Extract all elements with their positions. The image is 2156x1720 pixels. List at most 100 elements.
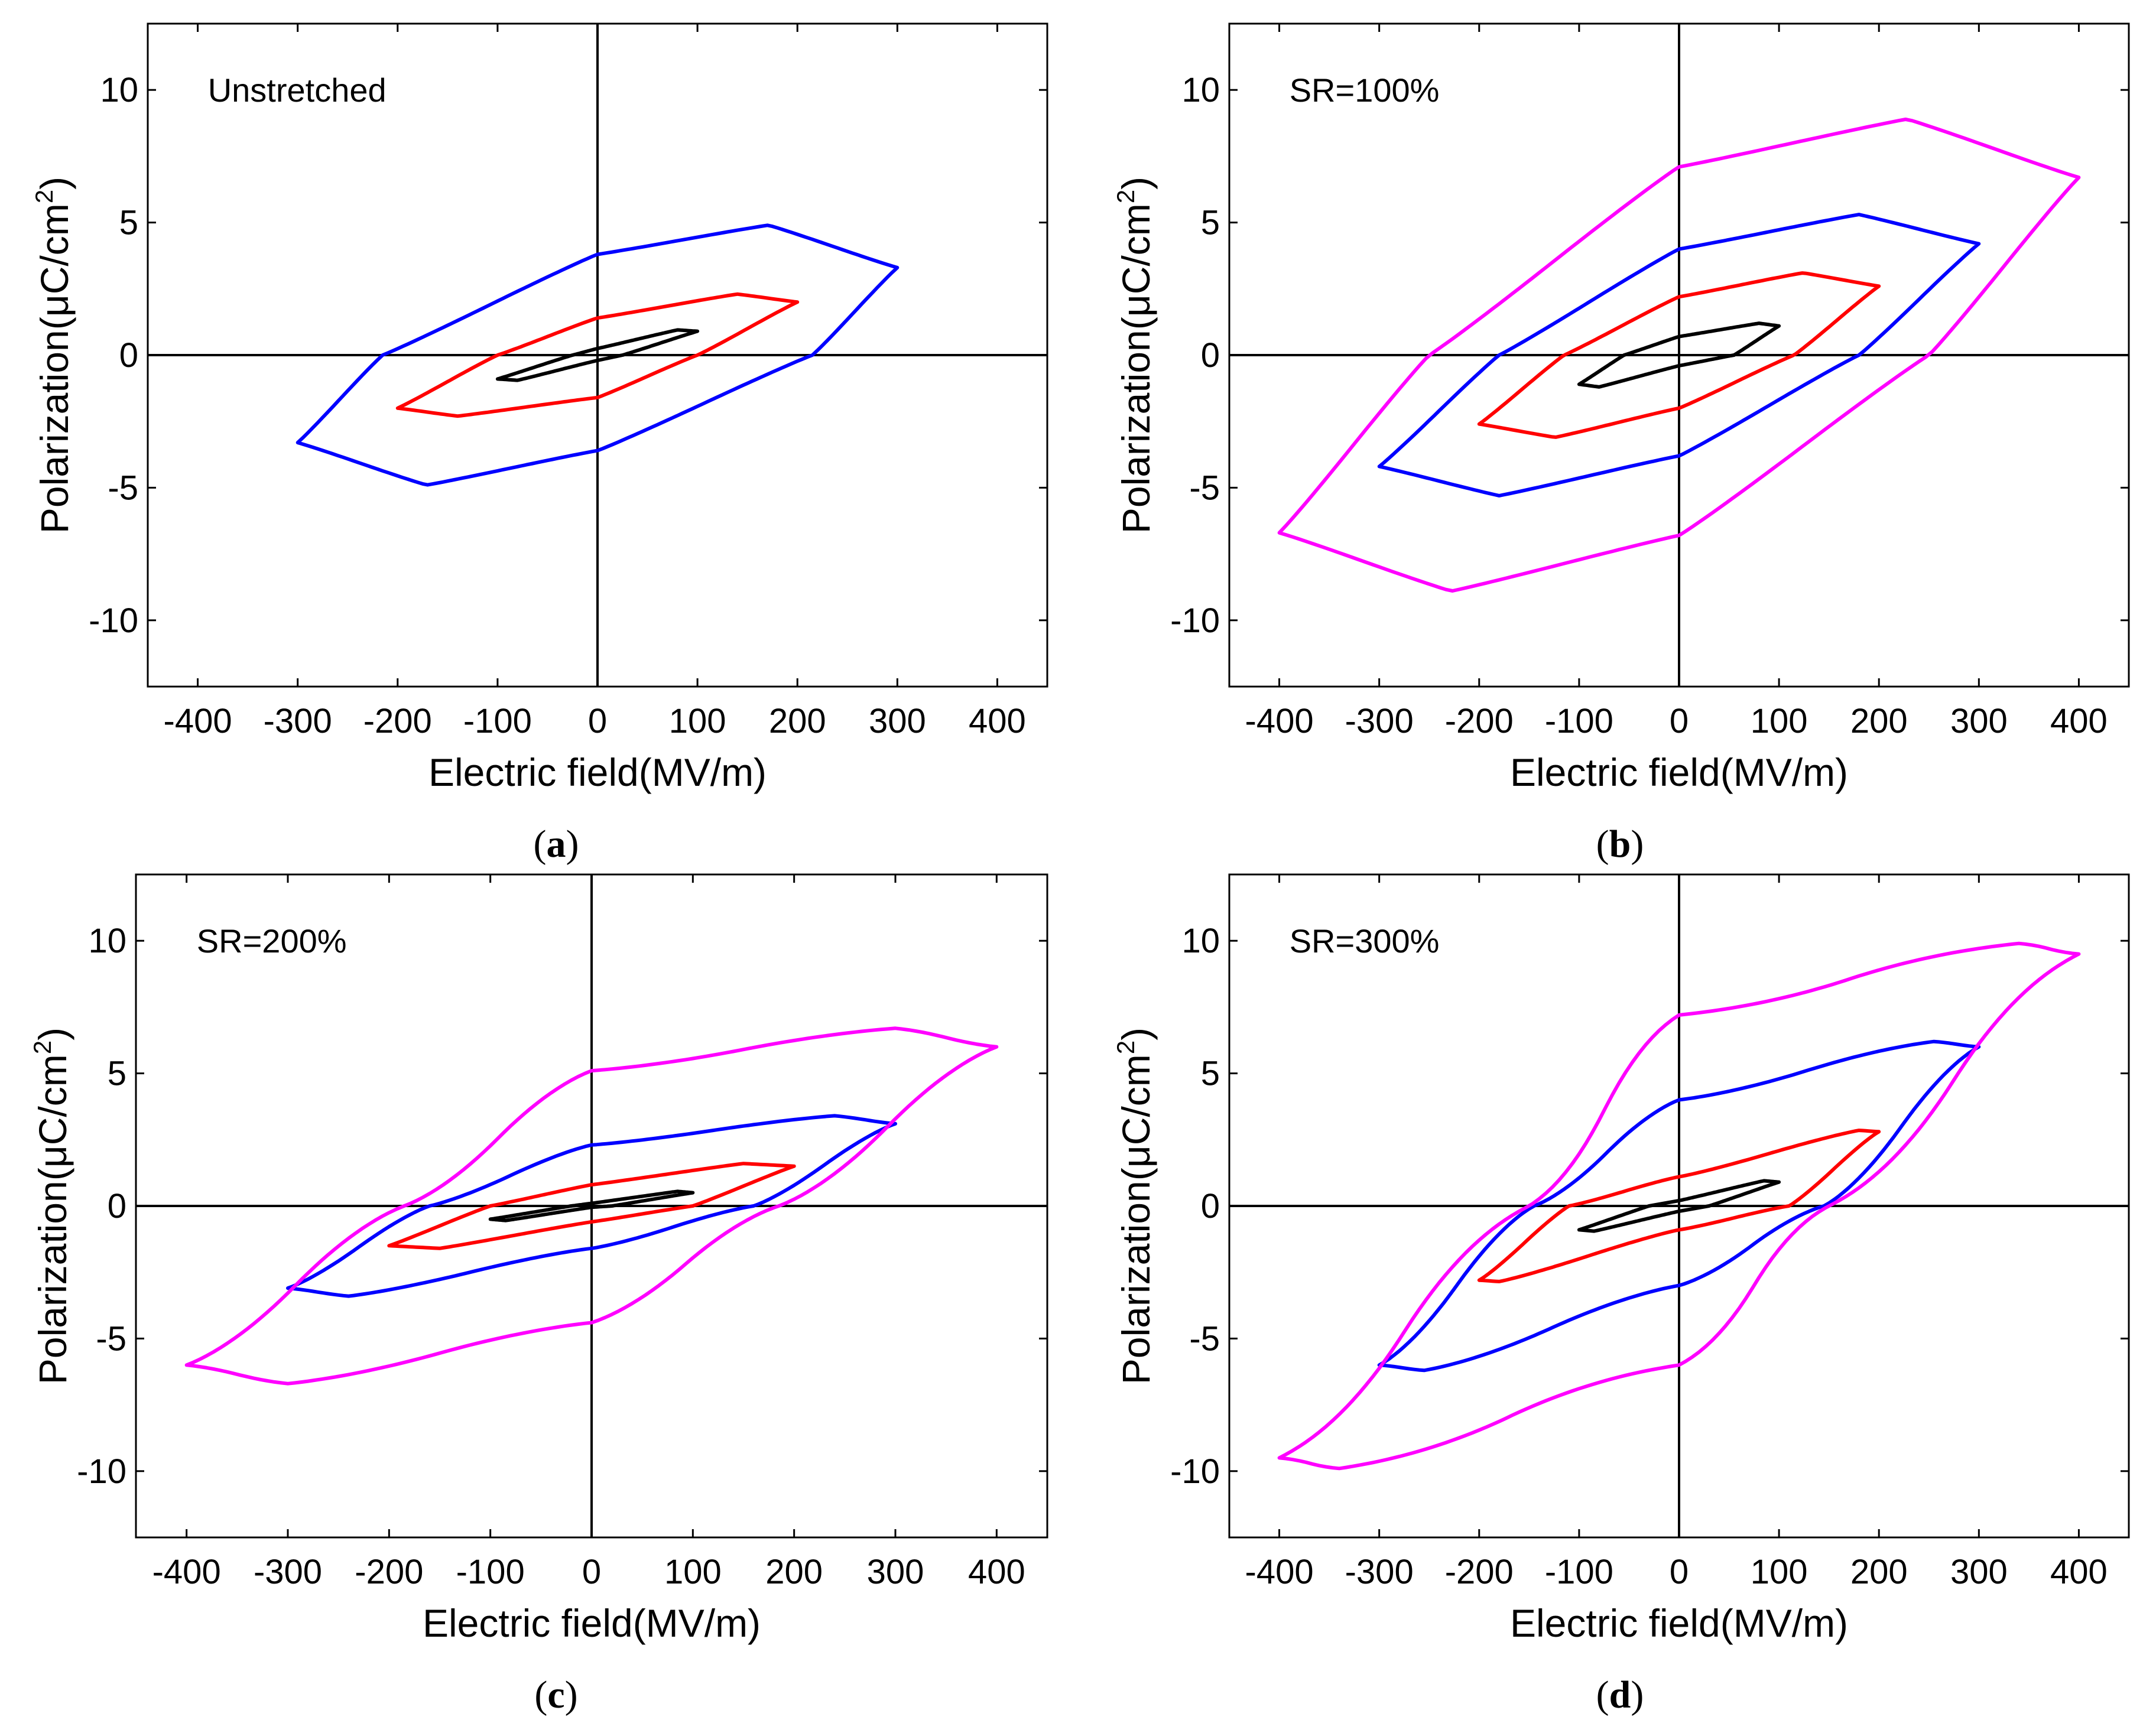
hysteresis-loop-100 bbox=[495, 328, 700, 382]
y-axis-label-main: Polarization(μC/cm bbox=[31, 1054, 74, 1384]
x-axis-label: Electric field(MV/m) bbox=[1510, 1601, 1848, 1645]
y-tick-labels: -10 -5 0 5 10 bbox=[1170, 71, 1220, 640]
panel-caption: (d) bbox=[1596, 1673, 1644, 1716]
x-tick-label: 100 bbox=[669, 702, 726, 740]
y-tick-label: 5 bbox=[1201, 1055, 1220, 1093]
y-axis-label-main: Polarization(μC/cm bbox=[33, 203, 76, 534]
tick-marks bbox=[148, 24, 1047, 687]
x-tick-label: 300 bbox=[1950, 1553, 2008, 1591]
tick-marks bbox=[136, 874, 1047, 1537]
y-tick-label: -10 bbox=[1170, 601, 1220, 640]
x-tick-labels: -400 -300 -200 -100 0 100 200 300 400 bbox=[164, 702, 1026, 740]
tick-marks bbox=[1229, 874, 2129, 1537]
y-tick-label: 10 bbox=[100, 71, 138, 109]
hysteresis-loop-200 bbox=[395, 292, 800, 418]
x-tick-label: -200 bbox=[363, 702, 432, 740]
x-tick-label: -100 bbox=[463, 702, 532, 740]
tick-marks bbox=[1229, 24, 2129, 687]
x-tick-label: 200 bbox=[769, 702, 826, 740]
x-tick-label: 400 bbox=[968, 1553, 1025, 1591]
hysteresis-loops bbox=[296, 223, 900, 487]
x-tick-label: -400 bbox=[1245, 1553, 1314, 1591]
x-tick-label: 400 bbox=[2050, 702, 2108, 740]
x-tick-label: -100 bbox=[1545, 1553, 1613, 1591]
y-tick-label: -5 bbox=[96, 1319, 126, 1358]
y-tick-labels: -10 -5 0 5 10 bbox=[1170, 922, 1220, 1491]
y-tick-label: 10 bbox=[88, 922, 126, 960]
y-tick-label: 10 bbox=[1181, 71, 1220, 109]
panel-a: -400 -300 -200 -100 0 100 200 300 400 -10-50510 … bbox=[30, 22, 1048, 866]
y-axis-label-sup: 2 bbox=[30, 190, 58, 203]
x-tick-label: 300 bbox=[867, 1553, 924, 1591]
x-tick-labels: -400 -300 -200 -100 0 100 200 300 400 bbox=[1245, 1553, 2108, 1591]
y-axis-label-close: ) bbox=[31, 1028, 74, 1041]
x-tick-label: 400 bbox=[969, 702, 1026, 740]
panel-annotation: SR=200% bbox=[197, 922, 347, 960]
x-tick-label: -200 bbox=[1445, 702, 1514, 740]
hysteresis-loop-300 bbox=[1377, 213, 1981, 498]
hysteresis-loop-300 bbox=[296, 223, 900, 487]
x-tick-label: -400 bbox=[152, 1553, 221, 1591]
caption-letter: a bbox=[547, 822, 566, 866]
y-axis-label-sup: 2 bbox=[1112, 1041, 1139, 1054]
x-tick-label: -300 bbox=[264, 702, 332, 740]
x-tick-label: 200 bbox=[1850, 1553, 1908, 1591]
y-tick-label: -5 bbox=[1189, 469, 1220, 507]
zero-lines bbox=[1229, 24, 2129, 687]
y-axis-label-main: Polarization(μC/cm bbox=[1114, 1054, 1158, 1384]
y-axis-label-close: ) bbox=[33, 177, 76, 190]
x-tick-label: -200 bbox=[1445, 1553, 1514, 1591]
caption-letter: c bbox=[547, 1673, 564, 1716]
caption-letter: b bbox=[1609, 822, 1631, 866]
y-axis-label-close: ) bbox=[1114, 1028, 1158, 1041]
hysteresis-loops bbox=[1277, 941, 2081, 1471]
y-tick-labels: -10 -5 0 5 10 bbox=[77, 922, 126, 1491]
x-tick-label: 300 bbox=[869, 702, 926, 740]
x-tick-label: -100 bbox=[456, 1553, 525, 1591]
hysteresis-loop-100 bbox=[1577, 321, 1781, 389]
x-tick-label: 300 bbox=[1950, 702, 2008, 740]
y-tick-label: 10 bbox=[1181, 922, 1220, 960]
x-tick-label: -400 bbox=[164, 702, 232, 740]
hysteresis-loop-400 bbox=[184, 1026, 999, 1386]
caption-letter: d bbox=[1609, 1673, 1631, 1716]
y-axis-label: Polarization(μC/cm2) bbox=[1112, 1028, 1158, 1384]
panel-b: -400 -300 -200 -100 0 100 200 300 400 -10-50510 … bbox=[1112, 22, 2130, 866]
y-axis-label: Polarization(μC/cm2) bbox=[28, 1028, 74, 1384]
panel-d: -400 -300 -200 -100 0 100 200 300 400 -10-50510 … bbox=[1112, 873, 2130, 1716]
hysteresis-loop-200 bbox=[387, 1162, 796, 1250]
x-tick-label: 200 bbox=[765, 1553, 823, 1591]
x-tick-label: 0 bbox=[1670, 1553, 1689, 1591]
x-tick-label: -300 bbox=[1345, 1553, 1414, 1591]
y-tick-label: 0 bbox=[119, 336, 138, 375]
panel-caption: (b) bbox=[1596, 822, 1644, 866]
y-tick-label: -5 bbox=[108, 469, 138, 507]
x-tick-label: 0 bbox=[588, 702, 607, 740]
hysteresis-loop-400 bbox=[1277, 118, 2081, 593]
panel-annotation: SR=300% bbox=[1290, 922, 1440, 960]
zero-lines bbox=[1229, 874, 2129, 1537]
y-tick-labels: -10 -5 0 5 10 bbox=[89, 71, 138, 640]
y-tick-label: -10 bbox=[89, 601, 138, 640]
hysteresis-loop-200 bbox=[1477, 1129, 1881, 1283]
hysteresis-loops bbox=[184, 1026, 999, 1386]
x-tick-label: -300 bbox=[1345, 702, 1414, 740]
y-axis-label-sup: 2 bbox=[28, 1041, 56, 1054]
y-axis-label-main: Polarization(μC/cm bbox=[1114, 203, 1158, 534]
x-tick-labels: -400 -300 -200 -100 0 100 200 300 400 bbox=[152, 1553, 1025, 1591]
y-axis-label-sup: 2 bbox=[1112, 190, 1139, 203]
x-tick-label: 200 bbox=[1850, 702, 1908, 740]
panel-c: -400 -300 -200 -100 0 100 200 300 400 -10-50510 … bbox=[28, 873, 1048, 1716]
x-tick-labels: -400 -300 -200 -100 0 100 200 300 400 bbox=[1245, 702, 2108, 740]
panel-caption: (c) bbox=[534, 1673, 577, 1716]
x-tick-label: 0 bbox=[582, 1553, 601, 1591]
x-axis-label: Electric field(MV/m) bbox=[423, 1601, 761, 1645]
y-tick-label: 0 bbox=[108, 1187, 126, 1225]
x-tick-label: 0 bbox=[1670, 702, 1689, 740]
x-tick-label: -100 bbox=[1545, 702, 1613, 740]
x-tick-label: -400 bbox=[1245, 702, 1314, 740]
hysteresis-loop-200 bbox=[1477, 271, 1881, 439]
y-tick-label: 0 bbox=[1201, 1187, 1220, 1225]
x-tick-label: -200 bbox=[355, 1553, 423, 1591]
panel-annotation: SR=100% bbox=[1290, 71, 1440, 109]
